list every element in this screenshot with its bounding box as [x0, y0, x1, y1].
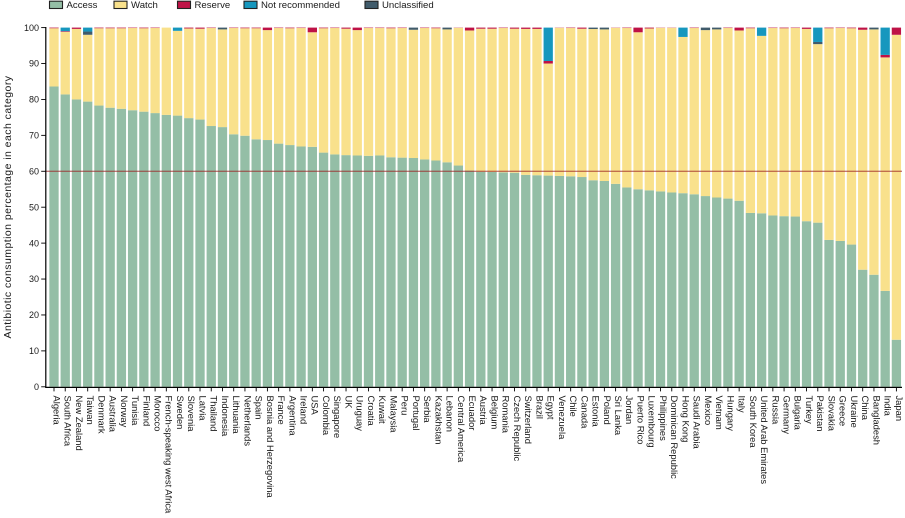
svg-text:Philippines: Philippines	[658, 396, 669, 442]
svg-text:Bangladesh: Bangladesh	[871, 396, 882, 446]
svg-text:20: 20	[29, 310, 39, 320]
svg-text:Bosnia and Herzegovina: Bosnia and Herzegovina	[265, 396, 276, 499]
svg-text:Morocco: Morocco	[152, 396, 163, 432]
svg-text:Uruguay: Uruguay	[355, 396, 366, 432]
svg-text:Argentina: Argentina	[287, 396, 298, 437]
svg-text:Bulgaria: Bulgaria	[793, 396, 804, 431]
svg-text:Croatia: Croatia	[366, 396, 377, 427]
svg-text:Belgium: Belgium	[489, 396, 500, 430]
svg-text:Ireland: Ireland	[299, 396, 310, 425]
svg-text:Finland: Finland	[141, 396, 152, 427]
svg-text:Pakistan: Pakistan	[815, 396, 826, 432]
svg-text:Ecuador: Ecuador	[467, 396, 478, 431]
svg-text:United Arab Emirates: United Arab Emirates	[759, 396, 770, 485]
svg-text:UK: UK	[343, 396, 354, 410]
svg-text:Ukraine: Ukraine	[849, 396, 860, 428]
svg-text:Italy: Italy	[737, 396, 748, 414]
svg-text:Netherlands: Netherlands	[242, 396, 253, 447]
svg-text:Colombia: Colombia	[321, 396, 332, 436]
svg-text:Serbia: Serbia	[422, 396, 433, 424]
svg-text:New Zealand: New Zealand	[74, 396, 85, 451]
svg-text:Norway: Norway	[119, 396, 130, 428]
svg-text:USA: USA	[310, 396, 321, 416]
svg-text:China: China	[860, 396, 871, 421]
svg-text:Lebanon: Lebanon	[445, 396, 456, 433]
svg-text:Hungary: Hungary	[725, 396, 736, 432]
svg-text:India: India	[883, 396, 894, 417]
svg-text:Puerto Rico: Puerto Rico	[635, 396, 646, 445]
svg-text:Jordan: Jordan	[624, 396, 635, 425]
svg-text:Germany: Germany	[781, 396, 792, 435]
svg-text:Poland: Poland	[602, 396, 613, 425]
svg-text:Portugal: Portugal	[411, 396, 422, 431]
svg-text:Turkey: Turkey	[804, 396, 815, 425]
svg-text:Taiwan: Taiwan	[85, 396, 96, 425]
svg-text:Access: Access	[67, 0, 98, 11]
svg-text:30: 30	[29, 274, 39, 284]
svg-text:Slovenia: Slovenia	[186, 396, 197, 433]
svg-text:Sri Lanka: Sri Lanka	[613, 396, 624, 436]
svg-text:French-speaking west Africa: French-speaking west Africa	[164, 396, 175, 515]
svg-text:Algeria: Algeria	[51, 396, 62, 426]
svg-text:Watch: Watch	[131, 0, 158, 11]
svg-text:Not recommended: Not recommended	[261, 0, 340, 11]
svg-text:South Korea: South Korea	[748, 396, 759, 449]
svg-text:Switzerland: Switzerland	[523, 396, 534, 444]
svg-text:Indonesia: Indonesia	[220, 396, 231, 437]
svg-text:Denmark: Denmark	[96, 396, 107, 434]
svg-text:0: 0	[34, 382, 39, 392]
svg-text:Austria: Austria	[478, 396, 489, 426]
svg-text:France: France	[276, 396, 287, 425]
svg-text:100: 100	[24, 23, 39, 33]
svg-text:Mexico: Mexico	[703, 396, 714, 426]
svg-text:Saudi Arabia: Saudi Arabia	[692, 396, 703, 450]
svg-text:Latvia: Latvia	[197, 396, 208, 422]
svg-text:Venezuela: Venezuela	[557, 396, 568, 441]
svg-text:Japan: Japan	[894, 396, 905, 422]
svg-text:60: 60	[29, 166, 39, 176]
svg-text:Kazakhstan: Kazakhstan	[433, 396, 444, 445]
svg-text:Slovakia: Slovakia	[826, 396, 837, 432]
svg-text:Peru: Peru	[400, 396, 411, 416]
svg-text:Chile: Chile	[568, 396, 579, 417]
svg-text:Dominican Republic: Dominican Republic	[669, 396, 680, 480]
svg-text:Unclassified: Unclassified	[382, 0, 434, 11]
svg-text:Reserve: Reserve	[195, 0, 231, 11]
svg-text:South Africa: South Africa	[63, 396, 74, 447]
svg-text:Singapore: Singapore	[332, 396, 343, 439]
svg-text:Tunisia: Tunisia	[130, 396, 141, 427]
svg-text:Sweden: Sweden	[175, 396, 186, 430]
svg-text:Central America: Central America	[456, 396, 467, 463]
svg-text:Russia: Russia	[770, 396, 781, 425]
svg-text:Kuwait: Kuwait	[377, 396, 388, 425]
svg-text:Estonia: Estonia	[591, 396, 602, 428]
svg-text:Hong Kong: Hong Kong	[680, 396, 691, 443]
svg-text:80: 80	[29, 95, 39, 105]
svg-text:Canada: Canada	[579, 396, 590, 430]
svg-text:Luxembourg: Luxembourg	[647, 396, 658, 448]
svg-text:40: 40	[29, 238, 39, 248]
svg-text:Lithuania: Lithuania	[231, 396, 242, 435]
svg-text:Romania: Romania	[501, 396, 512, 434]
svg-text:Spain: Spain	[254, 396, 265, 420]
svg-text:50: 50	[29, 202, 39, 212]
svg-text:Czech Republic: Czech Republic	[512, 396, 523, 462]
svg-text:10: 10	[29, 346, 39, 356]
svg-text:Australia: Australia	[108, 396, 119, 433]
svg-text:Thailand: Thailand	[209, 396, 220, 432]
svg-text:Egypt: Egypt	[546, 396, 557, 420]
svg-text:90: 90	[29, 59, 39, 69]
svg-text:Vietnam: Vietnam	[714, 396, 725, 430]
svg-text:Malaysia: Malaysia	[388, 396, 399, 434]
svg-text:70: 70	[29, 131, 39, 141]
svg-text:Antibiotic consumption percent: Antibiotic consumption percentage in eac…	[2, 75, 14, 338]
svg-text:Brazil: Brazil	[534, 396, 545, 419]
svg-text:Greece: Greece	[838, 396, 849, 427]
